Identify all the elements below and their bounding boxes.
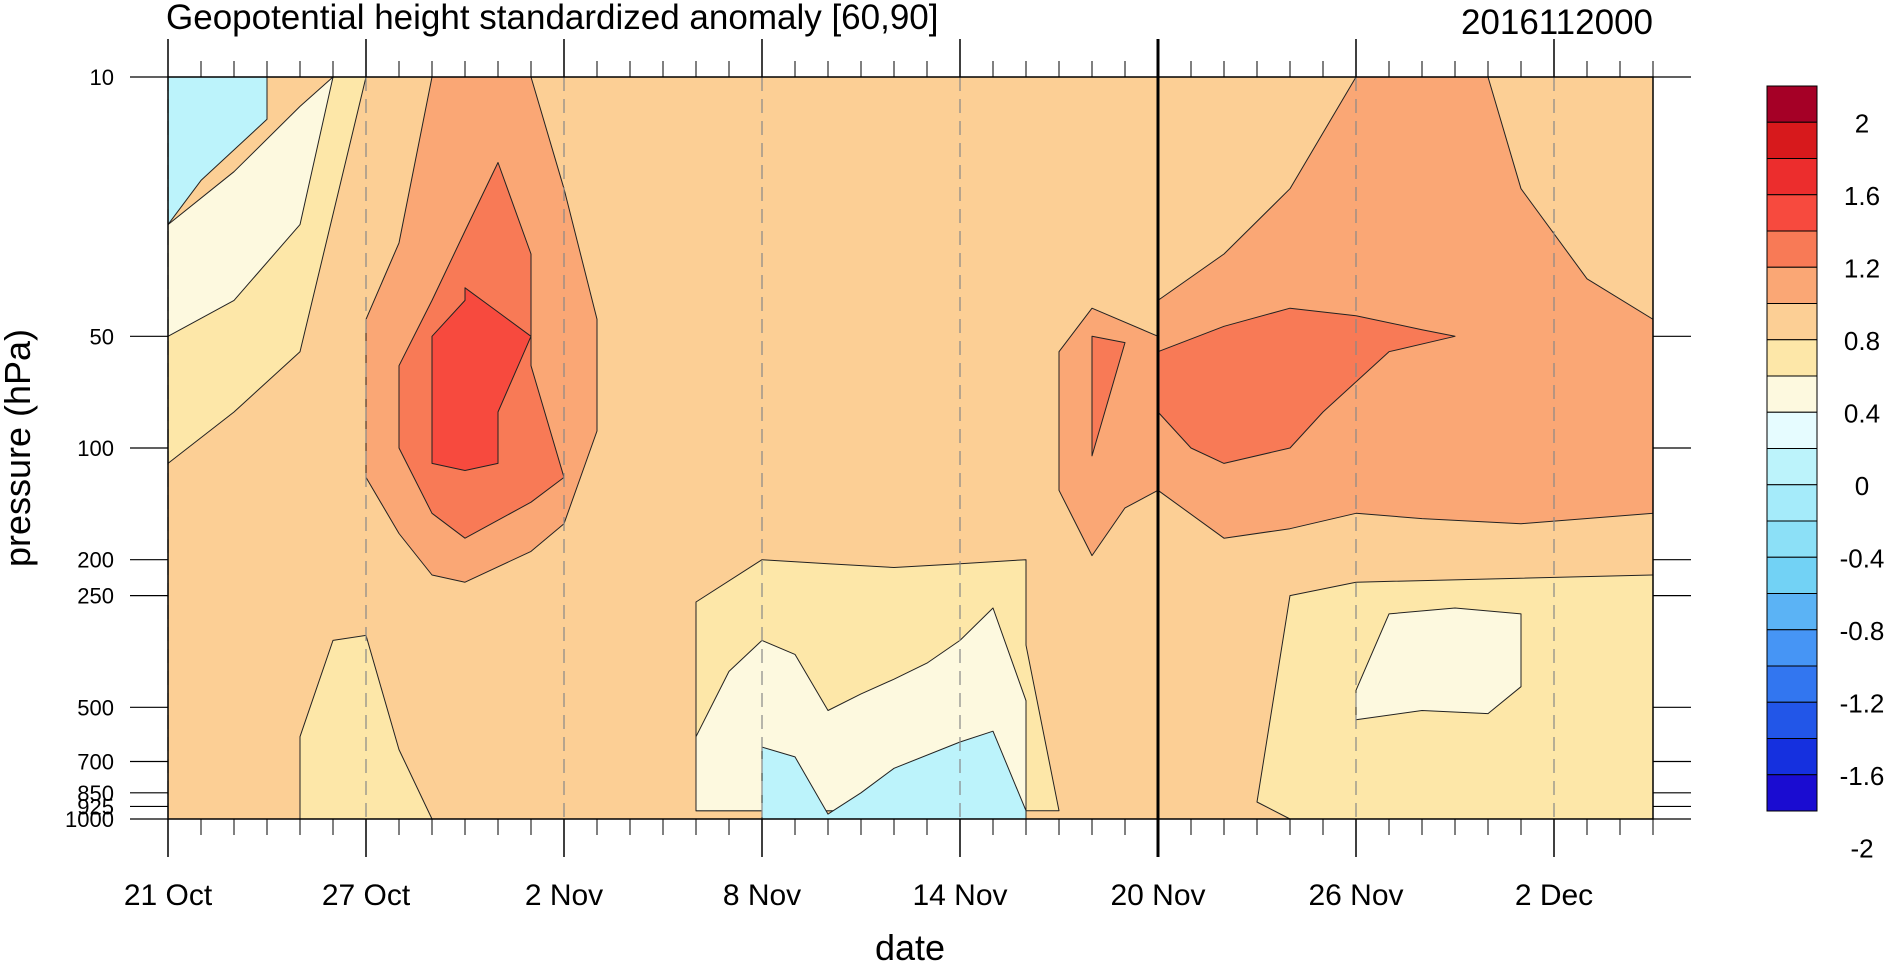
colorbar-swatch [1766, 701, 1818, 739]
colorbar-label: 0.8 [1844, 326, 1880, 356]
colorbar-label: -1.6 [1840, 761, 1885, 791]
colorbar-swatch [1766, 556, 1818, 594]
y-tick-label: 925 [77, 794, 114, 819]
x-tick-label: 20 Nov [1110, 879, 1205, 912]
x-axis-title: date [875, 927, 945, 963]
colorbar-label: 1.2 [1844, 253, 1880, 283]
colorbar-swatch [1766, 375, 1818, 413]
y-tick-label: 250 [77, 584, 114, 609]
colorbar-swatch [1766, 266, 1818, 304]
colorbar-swatch [1766, 774, 1818, 812]
y-axis-title: pressure (hPa) [0, 329, 38, 567]
colorbar-swatch [1766, 411, 1818, 449]
contour-region-12 [167, 76, 334, 337]
plot-area [167, 39, 1654, 857]
y-tick-label: 100 [77, 436, 114, 461]
contour-region-11 [1355, 607, 1522, 721]
y-tick-label: 200 [77, 548, 114, 573]
x-tick-label: 26 Nov [1308, 879, 1403, 912]
y-tick-label: 10 [90, 65, 114, 90]
colorbar-swatch [1766, 665, 1818, 703]
x-tick-label: 2 Dec [1515, 879, 1593, 912]
colorbar-label: -0.8 [1840, 616, 1885, 646]
contour-region-7 [1157, 307, 1456, 464]
chart-title: Geopotential height standardized anomaly… [166, 0, 938, 37]
y-tick-label: 1000 [65, 807, 114, 832]
colorbar-label: 1.6 [1844, 181, 1880, 211]
x-tick-label: 14 Nov [912, 879, 1007, 912]
contour-fills [167, 76, 1654, 820]
x-tick-label: 2 Nov [525, 879, 603, 912]
colorbar-swatch [1766, 194, 1818, 232]
y-tick-label: 500 [77, 695, 114, 720]
y-tick-label: 700 [77, 750, 114, 775]
colorbar-label: -1.2 [1840, 688, 1885, 718]
colorbar-swatch [1766, 230, 1818, 268]
x-tick-label: 27 Oct [322, 879, 411, 912]
colorbar-swatch [1766, 158, 1818, 196]
colorbar-swatch [1766, 85, 1818, 123]
colorbar-label: 0 [1855, 471, 1869, 501]
colorbar-label: 0.4 [1844, 398, 1880, 428]
colorbar-swatch [1766, 738, 1818, 776]
contour-region-9 [431, 287, 532, 471]
chart-subtitle: 2016112000 [1461, 3, 1653, 42]
colorbar-swatch [1766, 303, 1818, 341]
colorbar-swatch [1766, 339, 1818, 377]
colorbar-swatch [1766, 121, 1818, 159]
colorbar-label: 2 [1855, 108, 1869, 138]
colorbar-swatch [1766, 593, 1818, 631]
colorbar-swatch [1766, 448, 1818, 486]
x-tick-label: 8 Nov [723, 879, 801, 912]
colorbar-label: -0.4 [1840, 543, 1885, 573]
colorbar-swatch [1766, 629, 1818, 667]
colorbar-label: -2 [1850, 833, 1873, 863]
colorbar: 2 1.6 1.2 0.8 0.4 0 -0.4 -0.8 -1.2 -1.6 -2 [1766, 85, 1885, 863]
x-axis-ticks: 21 Oct 27 Oct 2 Nov 8 Nov 14 Nov 20 Nov 26 Nov… [124, 39, 1654, 912]
contour-region-8 [1091, 335, 1126, 457]
y-tick-label: 50 [90, 324, 114, 349]
colorbar-swatch [1766, 520, 1818, 558]
contour-region-14 [761, 730, 1027, 820]
colorbar-swatch [1766, 484, 1818, 522]
y-tick-label: 850 [77, 781, 114, 806]
x-tick-label: 21 Oct [124, 879, 213, 912]
